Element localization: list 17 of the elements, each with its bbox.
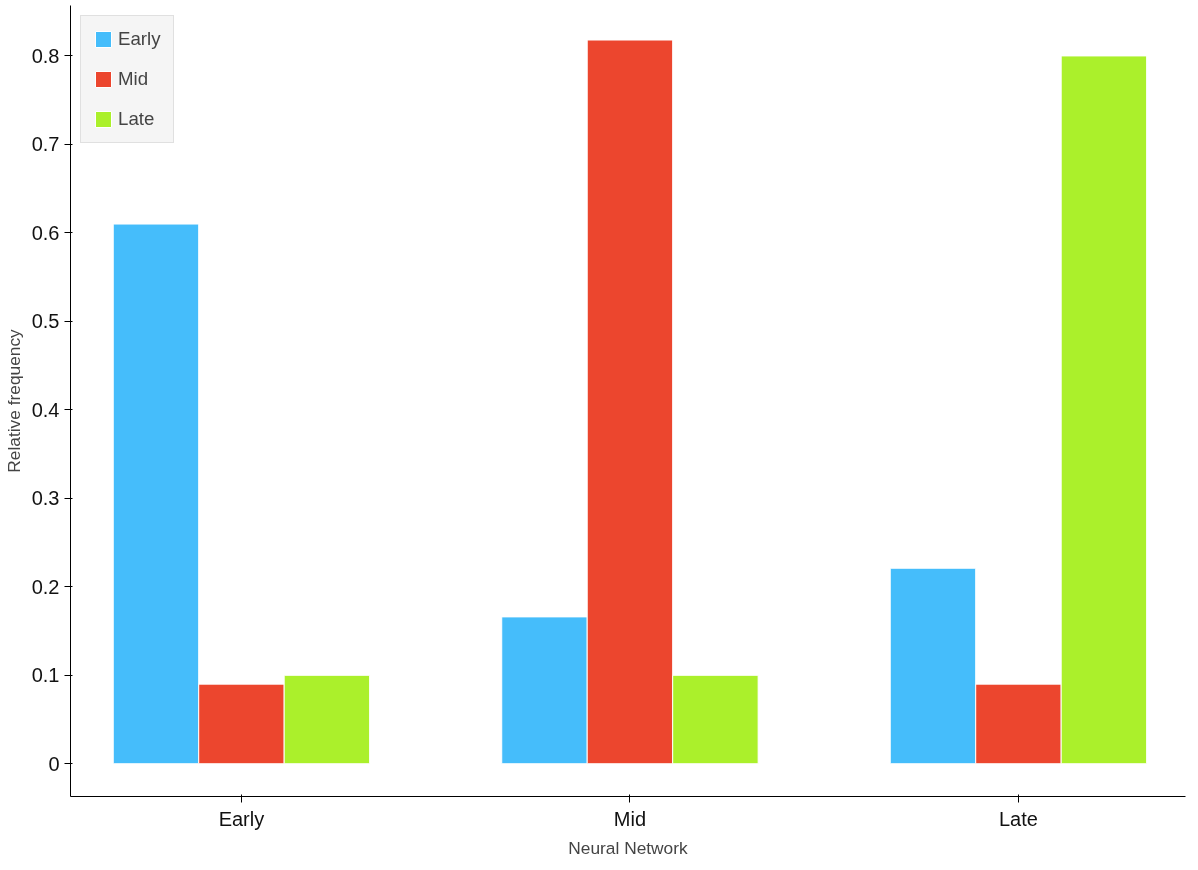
x-tick-label: Early: [218, 807, 265, 830]
y-tick-label: 0.7: [31, 133, 60, 156]
y-tick-label: 0.5: [31, 310, 60, 333]
legend-label: Late: [118, 108, 155, 130]
y-tick-label: 0.8: [31, 44, 60, 67]
x-axis-title: Neural Network: [568, 837, 689, 858]
y-tick-label: 0: [48, 752, 60, 775]
legend-label: Mid: [118, 68, 149, 90]
y-tick-label: 0.1: [31, 664, 60, 687]
legend-label: Early: [118, 28, 161, 50]
x-tick-label: Mid: [613, 807, 647, 830]
y-tick-label: 0.4: [31, 398, 60, 421]
y-axis-title: Relative frequency: [3, 328, 24, 473]
y-tick-label: 0.3: [31, 487, 60, 510]
x-tick-label: Late: [998, 807, 1038, 830]
y-tick-label: 0.6: [31, 221, 60, 244]
y-tick-label: 0.2: [31, 575, 60, 598]
